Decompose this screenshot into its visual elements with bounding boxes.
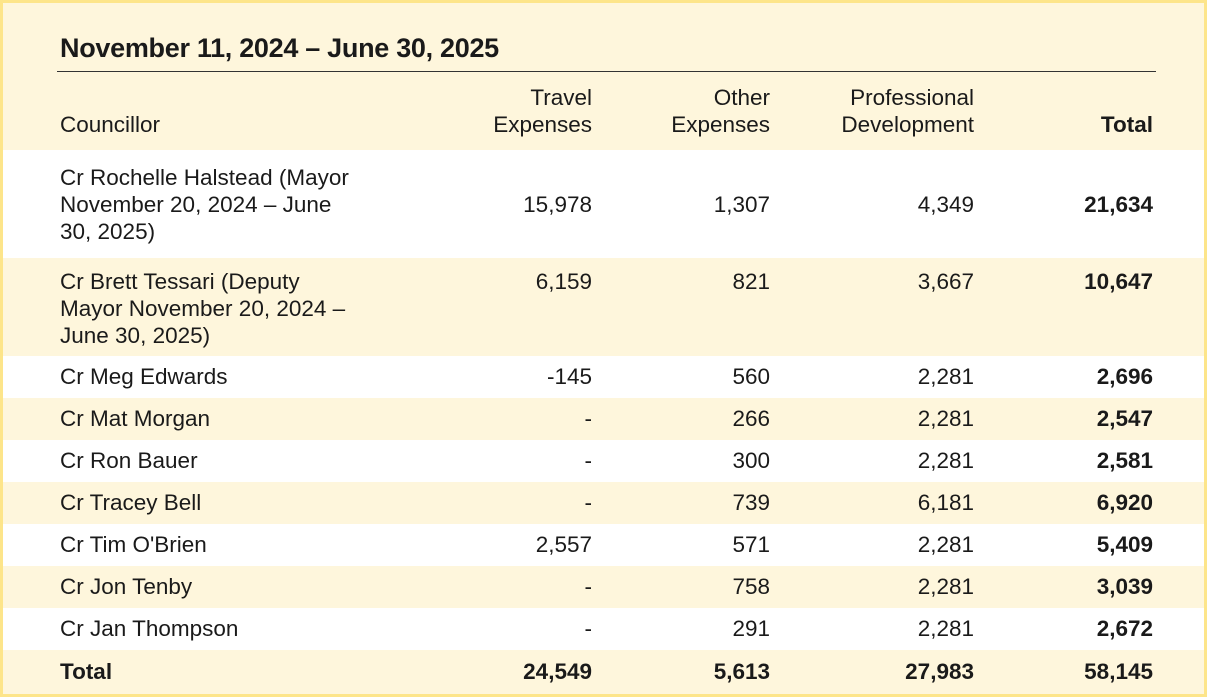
other-expenses: 1,307 (713, 191, 770, 217)
councillor-name: Cr Tim O'Brien (60, 532, 207, 557)
row-total: 2,547 (1096, 406, 1153, 431)
councillor-name: Cr Tracey Bell (60, 490, 202, 515)
header-professional-development: Professional Development (841, 85, 974, 137)
header-row: Councillor Travel Expenses Other Expense… (3, 81, 1204, 150)
councillor-expenses-table: Councillor Travel Expenses Other Expense… (3, 81, 1204, 693)
professional-development: 2,281 (917, 574, 974, 599)
table-row: Cr Ron Bauer - 300 2,281 2,581 (3, 440, 1204, 482)
row-total: 6,920 (1096, 490, 1153, 515)
header-total: Total (1100, 112, 1153, 137)
title-divider (57, 71, 1156, 72)
councillor-name: Cr Jan Thompson (60, 616, 239, 641)
councillor-name: Cr Jon Tenby (60, 574, 193, 599)
travel-expenses: 6,159 (535, 269, 592, 294)
professional-development: 6,181 (917, 490, 974, 515)
header-travel: Travel Expenses (493, 85, 592, 137)
councillor-name: Cr Meg Edwards (60, 364, 228, 389)
total-other: 5,613 (713, 659, 770, 684)
grand-total: 58,145 (1084, 659, 1153, 684)
councillor-name: Cr Ron Bauer (60, 448, 198, 473)
professional-development: 2,281 (917, 364, 974, 389)
table-row: Cr Rochelle Halstead (Mayor November 20,… (3, 150, 1204, 258)
totals-row: Total 24,549 5,613 27,983 58,145 (3, 650, 1204, 693)
row-total: 5,409 (1096, 532, 1153, 557)
other-expenses: 300 (732, 448, 770, 473)
travel-expenses: - (584, 574, 593, 599)
row-total: 3,039 (1096, 574, 1153, 599)
row-total: 2,581 (1096, 448, 1153, 473)
total-professional-development: 27,983 (905, 659, 974, 684)
other-expenses: 758 (732, 574, 770, 599)
travel-expenses: - (584, 616, 593, 641)
other-expenses: 291 (732, 616, 770, 641)
other-expenses: 821 (732, 269, 770, 294)
table-row: Cr Tim O'Brien 2,557 571 2,281 5,409 (3, 524, 1204, 566)
row-total: 21,634 (1084, 191, 1153, 217)
table-row: Cr Jan Thompson - 291 2,281 2,672 (3, 608, 1204, 650)
professional-development: 2,281 (917, 532, 974, 557)
row-total: 2,696 (1096, 364, 1153, 389)
period-title: November 11, 2024 – June 30, 2025 (60, 33, 499, 63)
other-expenses: 571 (732, 532, 770, 557)
councillor-name: Cr Brett Tessari (Deputy Mayor November … (60, 269, 346, 348)
table-row: Cr Meg Edwards -145 560 2,281 2,696 (3, 356, 1204, 398)
councillor-name: Cr Rochelle Halstead (Mayor November 20,… (60, 165, 349, 244)
professional-development: 2,281 (917, 448, 974, 473)
table-row: Cr Mat Morgan - 266 2,281 2,547 (3, 398, 1204, 440)
councillor-name: Cr Mat Morgan (60, 406, 211, 431)
header-other: Other Expenses (671, 85, 770, 137)
row-total: 2,672 (1096, 616, 1153, 641)
professional-development: 2,281 (917, 616, 974, 641)
travel-expenses: - (584, 490, 593, 515)
other-expenses: 266 (732, 406, 770, 431)
professional-development: 4,349 (917, 191, 974, 217)
totals-label: Total (60, 659, 113, 684)
travel-expenses: 15,978 (523, 191, 592, 217)
professional-development: 2,281 (917, 406, 974, 431)
header-councillor: Councillor (60, 112, 161, 137)
row-total: 10,647 (1084, 269, 1153, 294)
total-travel: 24,549 (523, 659, 592, 684)
table-row: Cr Tracey Bell - 739 6,181 6,920 (3, 482, 1204, 524)
travel-expenses: -145 (546, 364, 592, 389)
other-expenses: 739 (732, 490, 770, 515)
travel-expenses: - (584, 448, 593, 473)
table-row: Cr Jon Tenby - 758 2,281 3,039 (3, 566, 1204, 608)
table-row: Cr Brett Tessari (Deputy Mayor November … (3, 258, 1204, 356)
travel-expenses: - (584, 406, 593, 431)
other-expenses: 560 (732, 364, 770, 389)
travel-expenses: 2,557 (535, 532, 592, 557)
professional-development: 3,667 (917, 269, 974, 294)
